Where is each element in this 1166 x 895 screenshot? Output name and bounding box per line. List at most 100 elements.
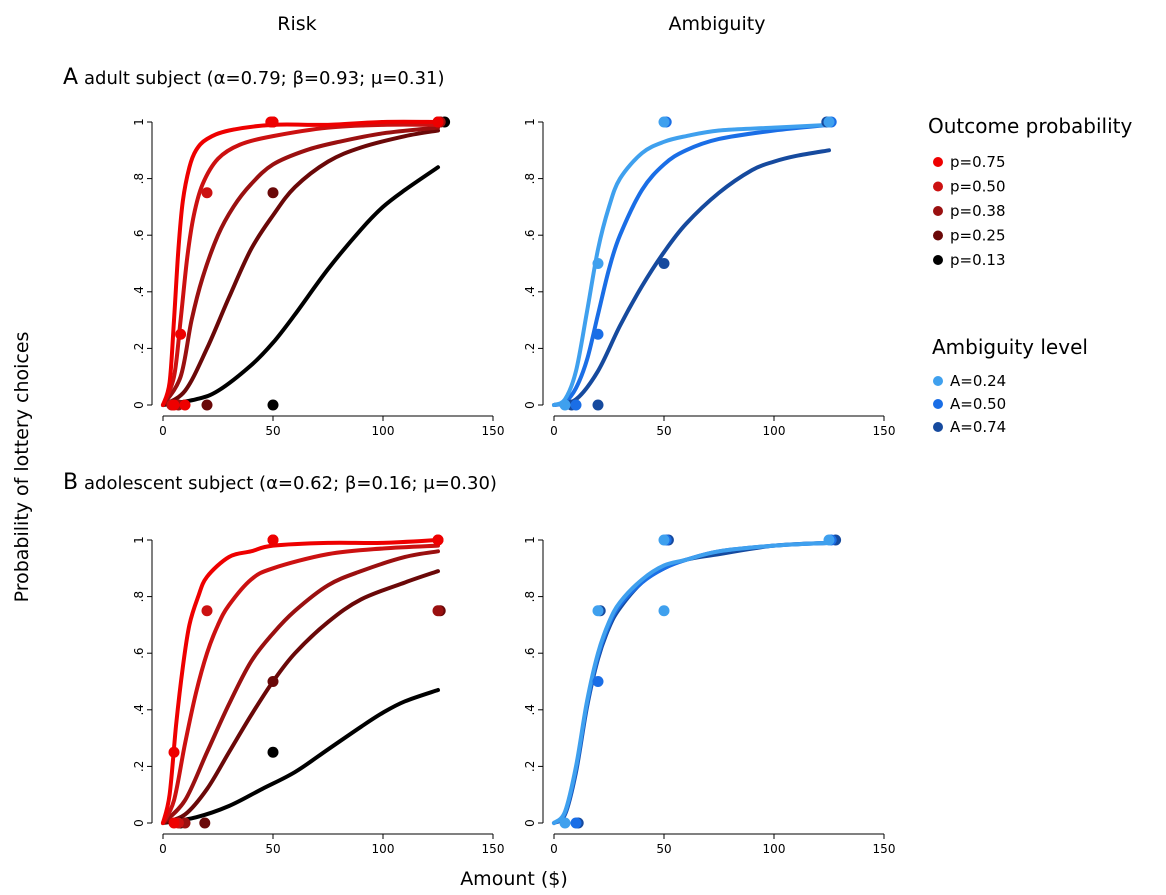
y-axis-label: Probability of lottery choices: [11, 332, 33, 603]
data-point-A=0.50: [592, 676, 604, 687]
row-a-label: A: [63, 65, 78, 90]
y-tick-label: .2: [132, 343, 146, 354]
row-a-title: adult subject (α=0.79; β=0.93; μ=0.31): [84, 68, 445, 89]
data-point-A=0.24: [559, 399, 571, 411]
y-tick-label: 0: [523, 401, 537, 409]
series-line-p=0.75: [161, 538, 440, 825]
x-tick-label: 50: [656, 842, 671, 856]
y-tick-label: 1: [132, 536, 146, 544]
legend-label: A=0.24: [950, 372, 1006, 390]
row-b-title: adolescent subject (α=0.62; β=0.16; μ=0.…: [84, 473, 497, 494]
data-point-p=0.25: [201, 399, 213, 411]
x-tick-label: 100: [763, 842, 786, 856]
legend-marker: [933, 399, 943, 409]
legend-risk-title: Outcome probability: [928, 114, 1133, 138]
y-tick-label: 1: [523, 536, 537, 544]
y-tick-label: .4: [132, 704, 146, 715]
series-line-p=0.13: [161, 165, 440, 407]
series-line-p=0.38: [161, 549, 440, 825]
series-line-A=0.74: [552, 148, 831, 407]
series-line-A=0.24: [552, 540, 831, 825]
data-point-p=0.75: [432, 116, 444, 128]
series-line-p=0.75: [161, 119, 440, 407]
data-point-p=0.75: [168, 399, 180, 411]
x-tick-label: 50: [656, 424, 671, 438]
panel-adult-ambiguity: 0 .2 .4 .6 .8 1 0 50 100 150: [523, 116, 896, 438]
legend-marker: [933, 255, 943, 265]
series-line-p=0.50: [161, 122, 440, 407]
row-b-label: B: [63, 470, 78, 495]
x-tick-label: 0: [159, 842, 167, 856]
series-line-A=0.50: [552, 122, 831, 407]
y-tick-label: .8: [523, 173, 537, 184]
x-tick-label: 0: [550, 842, 558, 856]
data-point-p=0.75: [168, 817, 180, 829]
series-line-p=0.13: [161, 687, 440, 825]
data-point-p=0.13: [267, 399, 279, 411]
x-tick-label: 100: [763, 424, 786, 438]
x-tick-label: 0: [159, 424, 167, 438]
data-point-A=0.74: [658, 258, 670, 269]
panel-adolescent-ambiguity: 0 .2 .4 .6 .8 1 0 50 100 150: [523, 534, 896, 856]
legend-ambiguity-level: Ambiguity level A=0.24 A=0.50 A=0.74: [932, 335, 1088, 436]
data-point-p=0.75: [265, 116, 277, 128]
x-tick-label: 50: [265, 842, 280, 856]
x-tick-label: 100: [372, 842, 395, 856]
data-point-A=0.24: [823, 534, 835, 546]
y-tick-label: .4: [523, 704, 537, 715]
data-point-A=0.24: [823, 116, 835, 128]
data-point-p=0.38: [432, 605, 444, 617]
data-point-A=0.24: [592, 258, 604, 269]
column-title-risk: Risk: [277, 13, 316, 35]
y-tick-label: .8: [132, 591, 146, 602]
x-tick-label: 0: [550, 424, 558, 438]
data-point-A=0.24: [592, 605, 604, 617]
data-point-A=0.24: [658, 534, 670, 546]
y-tick-label: .6: [523, 647, 537, 658]
legend-label: p=0.75: [950, 153, 1006, 171]
y-tick-label: .4: [132, 286, 146, 297]
legend-ambiguity-title: Ambiguity level: [932, 335, 1088, 359]
y-tick-label: .2: [132, 761, 146, 772]
x-tick-label: 150: [873, 842, 896, 856]
y-tick-label: .8: [132, 173, 146, 184]
x-tick-label: 50: [265, 424, 280, 438]
data-point-p=0.50: [201, 187, 213, 199]
data-point-A=0.24: [559, 817, 571, 829]
x-tick-label: 150: [873, 424, 896, 438]
data-point-p=0.75: [168, 746, 180, 758]
legend-marker: [933, 206, 943, 216]
data-point-A=0.24: [658, 605, 670, 617]
y-tick-label: .2: [523, 761, 537, 772]
x-tick-label: 150: [482, 842, 505, 856]
data-point-p=0.25: [199, 817, 211, 829]
data-point-p=0.75: [179, 399, 191, 411]
data-point-p=0.50: [201, 605, 213, 617]
series-line-p=0.38: [161, 125, 440, 407]
legend-marker: [933, 376, 943, 386]
y-tick-label: 0: [523, 819, 537, 827]
y-tick-label: 1: [132, 118, 146, 126]
y-tick-label: .6: [132, 229, 146, 240]
legend-label: A=0.74: [950, 418, 1006, 436]
panel-adult-risk: 0 .2 .4 .6 .8 1 0 50 100 150: [132, 116, 505, 438]
data-point-A=0.50: [570, 399, 582, 411]
legend-marker: [933, 157, 943, 167]
legend-label: p=0.50: [950, 178, 1006, 196]
y-tick-label: .4: [523, 286, 537, 297]
column-title-ambiguity: Ambiguity: [669, 13, 766, 35]
x-tick-label: 100: [372, 424, 395, 438]
data-point-A=0.24: [658, 116, 670, 128]
y-tick-label: .6: [132, 647, 146, 658]
legend-outcome-probability: Outcome probability p=0.75 p=0.50 p=0.38 p=…: [928, 114, 1133, 269]
series-line-p=0.25: [161, 128, 440, 407]
legend-label: A=0.50: [950, 395, 1006, 413]
y-tick-label: 1: [523, 118, 537, 126]
x-tick-label: 150: [482, 424, 505, 438]
legend-label: p=0.13: [950, 251, 1006, 269]
data-point-p=0.13: [267, 746, 279, 758]
y-tick-label: .2: [523, 343, 537, 354]
series-line-p=0.50: [161, 543, 440, 825]
data-point-p=0.75: [267, 534, 279, 546]
